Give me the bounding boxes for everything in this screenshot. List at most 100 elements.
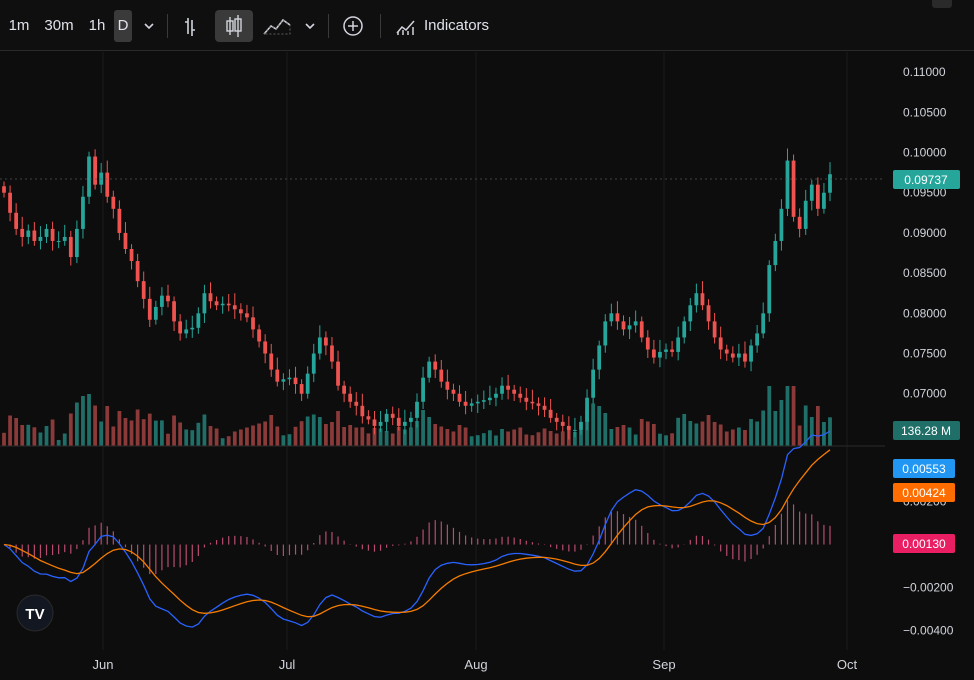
volume-bar [651, 424, 656, 446]
price-tick-label: 0.08000 [903, 306, 947, 320]
volume-bar [135, 409, 140, 446]
candle-body [336, 361, 340, 386]
candles-button[interactable] [215, 10, 253, 42]
volume-bar [317, 417, 322, 446]
add-compare-icon[interactable] [341, 14, 365, 38]
volume-bars [2, 386, 832, 446]
bar-chart-icon[interactable] [180, 14, 204, 38]
indicators-button[interactable]: Indicators [424, 17, 490, 34]
volume-bar [621, 425, 626, 446]
chart-grid [102, 52, 848, 650]
candle-body [585, 397, 589, 422]
candle-body [245, 313, 249, 318]
candle-body [396, 417, 401, 426]
time-tick-label: Sep [652, 657, 675, 672]
tradingview-logo[interactable]: TV [16, 594, 54, 632]
candle-body [111, 196, 116, 209]
indicators-icon[interactable] [394, 14, 418, 38]
candle-body [779, 208, 784, 241]
volume-bar [773, 411, 778, 446]
volume-bar [743, 430, 747, 446]
interval-30m[interactable]: 30m [44, 17, 74, 34]
interval-1m[interactable]: 1m [8, 17, 30, 34]
price-axis[interactable]: 0.11000 0.10500 0.10000 0.09500 0.09000 0.085… [903, 65, 947, 441]
volume-bar [664, 435, 668, 446]
volume-bar [451, 431, 456, 446]
time-axis[interactable]: Jun Jul Aug Sep Oct [93, 657, 858, 672]
volume-bar [354, 427, 359, 446]
candle-body [135, 261, 140, 282]
candle-body [639, 321, 644, 338]
chevron-down-icon[interactable] [298, 14, 322, 38]
candle-body [755, 333, 760, 346]
volume-bar [20, 425, 25, 446]
macd-line [3, 430, 831, 628]
volume-bar [730, 429, 735, 446]
candle-body [354, 401, 359, 406]
volume-bar [688, 421, 693, 446]
candle-body [378, 421, 383, 426]
histogram-value: 0.00130 [902, 537, 946, 551]
candle-body [609, 313, 614, 322]
price-tick-label: 0.09000 [903, 226, 947, 240]
volume-bar [147, 413, 152, 446]
volume-bar [287, 434, 292, 446]
time-tick-label: Jul [279, 657, 296, 672]
candle-body [178, 321, 183, 334]
volume-bar [299, 421, 304, 446]
candle-body [518, 393, 523, 398]
candle-body [597, 345, 602, 370]
volume-bar [785, 386, 790, 446]
volume-bar [542, 428, 547, 446]
candle-body [184, 329, 189, 334]
price-chart[interactable]: 0.11000 0.10500 0.10000 0.09500 0.09000 0.085… [0, 52, 974, 680]
volume-bar [324, 424, 328, 446]
volume-bar [281, 435, 286, 446]
candle-body [512, 389, 517, 394]
candle-body [481, 400, 486, 402]
volume-bar [348, 425, 353, 446]
candle-body [93, 156, 97, 185]
candle-body [621, 321, 626, 330]
candle-body [81, 196, 85, 229]
volume-bar [439, 426, 444, 446]
volume-bar [609, 429, 614, 446]
candle-body [633, 321, 638, 326]
volume-bar [342, 427, 347, 446]
candle-body [463, 401, 468, 406]
volume-bar [50, 419, 55, 446]
volume-bar [512, 429, 517, 446]
candle-body [141, 281, 146, 299]
candle-body [330, 345, 334, 362]
volume-bar [724, 431, 729, 446]
candle-body [409, 417, 413, 422]
volume-bar [44, 426, 49, 446]
candle-body [688, 305, 693, 322]
volume-value: 136.28 M [901, 424, 951, 438]
candlesticks[interactable] [2, 148, 832, 440]
chevron-down-icon[interactable] [137, 14, 161, 38]
volume-bar [93, 405, 97, 446]
candle-body [427, 361, 432, 378]
price-tick-label: 0.07000 [903, 387, 947, 401]
volume-bar [2, 432, 6, 446]
price-tick-label: 0.10000 [903, 146, 947, 160]
interval-1h[interactable]: 1h [88, 17, 106, 34]
volume-bar [336, 411, 340, 446]
candle-body [26, 230, 31, 237]
volume-bar [591, 403, 596, 446]
interval-d[interactable]: D [114, 10, 132, 42]
volume-bar [330, 422, 334, 446]
last-price-value: 0.09737 [904, 173, 948, 187]
volume-bar [487, 430, 492, 446]
volume-bar [603, 413, 608, 446]
candle-body [554, 417, 559, 422]
volume-bar [202, 414, 207, 446]
candle-body [524, 397, 529, 402]
area-chart-icon[interactable] [262, 14, 292, 38]
volume-bar [433, 424, 438, 446]
candle-body [433, 361, 438, 370]
volume-bar [190, 430, 195, 446]
candle-body [506, 385, 510, 390]
